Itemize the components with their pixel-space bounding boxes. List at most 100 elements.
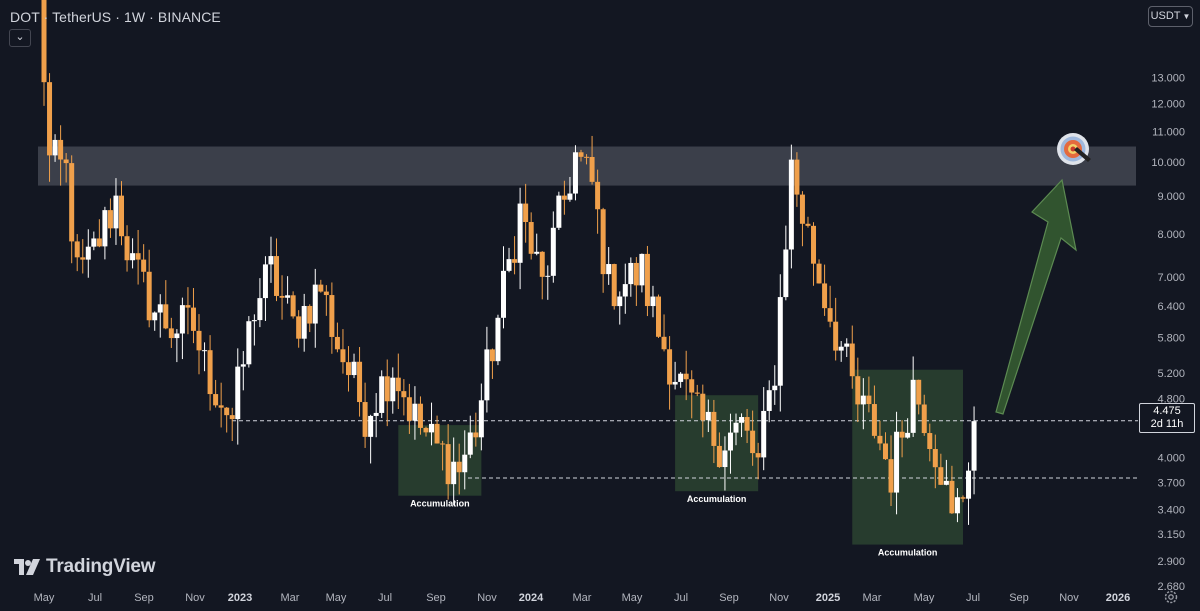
- candle: [74, 241, 80, 258]
- candle: [368, 415, 374, 437]
- candle: [274, 256, 280, 296]
- x-axis-label: Jul: [966, 592, 980, 604]
- projection-arrow: [995, 178, 1077, 415]
- candle: [130, 253, 136, 261]
- y-axis-label: 5.200: [1157, 368, 1185, 380]
- candle: [124, 236, 130, 261]
- candle: [224, 407, 230, 416]
- candle: [157, 304, 163, 313]
- candle: [351, 361, 357, 376]
- tradingview-logo[interactable]: TradingView: [14, 556, 156, 578]
- candle: [96, 238, 102, 247]
- x-axis-label: May: [914, 592, 935, 604]
- candle: [423, 427, 429, 433]
- x-axis-label: Mar: [573, 592, 592, 604]
- candle: [373, 412, 379, 416]
- y-axis-label: 6.400: [1157, 301, 1185, 313]
- last-price-value: 4.475: [1153, 405, 1181, 417]
- candle: [971, 421, 977, 471]
- x-axis-label: Nov: [769, 592, 789, 604]
- x-axis-label: May: [622, 592, 643, 604]
- candle: [705, 411, 711, 421]
- candle: [58, 139, 64, 160]
- candle: [916, 379, 922, 405]
- candle: [146, 271, 152, 321]
- candle: [561, 195, 567, 200]
- candle: [799, 194, 805, 224]
- candle: [855, 376, 861, 405]
- candle: [894, 431, 900, 493]
- candle: [556, 195, 562, 228]
- candle: [822, 283, 828, 309]
- candle: [811, 225, 817, 264]
- candle: [528, 222, 534, 254]
- candle: [484, 349, 490, 401]
- candle: [545, 275, 551, 277]
- candle: [395, 377, 401, 392]
- candle: [495, 317, 501, 362]
- symbol-title[interactable]: DOT · TetherUS · 1W · BINANCE: [10, 9, 221, 25]
- candle: [406, 397, 412, 421]
- candle: [805, 223, 811, 226]
- candle: [251, 320, 257, 322]
- candle: [949, 480, 955, 514]
- candle: [174, 333, 180, 339]
- candle: [733, 422, 739, 433]
- candle: [235, 366, 241, 420]
- bullseye-icon: [1057, 133, 1091, 165]
- candle: [113, 195, 119, 229]
- candle: [63, 159, 69, 164]
- y-axis-label: 3.400: [1157, 505, 1185, 517]
- candle: [700, 393, 706, 421]
- candle: [279, 295, 285, 298]
- candle: [229, 415, 235, 420]
- candle: [644, 253, 650, 307]
- candle: [672, 381, 678, 385]
- candle: [218, 405, 224, 408]
- candle: [882, 443, 888, 460]
- y-axis-label: 12.000: [1151, 98, 1185, 110]
- candle: [119, 195, 125, 237]
- x-axis-label: Jul: [674, 592, 688, 604]
- y-axis-label: 5.800: [1157, 333, 1185, 345]
- collapse-legend-button[interactable]: ⌄: [9, 29, 31, 47]
- candle: [783, 249, 789, 298]
- candle: [927, 433, 933, 450]
- candle: [345, 362, 351, 376]
- candle: [633, 262, 639, 286]
- candle: [290, 295, 296, 317]
- y-axis-label: 4.800: [1157, 394, 1185, 406]
- accumulation-label: Accumulation: [878, 548, 938, 558]
- candle: [600, 209, 606, 275]
- candle: [794, 159, 800, 195]
- candle: [456, 461, 462, 473]
- candle: [240, 364, 246, 367]
- x-axis-label: Sep: [134, 592, 154, 604]
- y-axis-label: 2.680: [1157, 581, 1185, 593]
- gear-icon[interactable]: [1163, 589, 1179, 605]
- candle: [362, 402, 368, 437]
- y-axis-label: 13.000: [1151, 73, 1185, 85]
- candle: [390, 377, 396, 402]
- candle: [866, 395, 872, 405]
- candle: [107, 210, 113, 229]
- y-axis-label: 4.000: [1157, 452, 1185, 464]
- x-axis-label: Nov: [185, 592, 205, 604]
- candle: [102, 210, 108, 247]
- currency-selector[interactable]: USDT ▼: [1148, 6, 1193, 27]
- x-axis-label: Mar: [281, 592, 300, 604]
- candle: [334, 336, 340, 350]
- candle: [777, 297, 783, 386]
- candle: [47, 82, 53, 156]
- candle: [523, 203, 529, 223]
- candle: [871, 404, 877, 436]
- candle: [429, 423, 435, 433]
- accumulation-zone: [675, 395, 759, 492]
- candle: [179, 305, 185, 334]
- candle: [434, 423, 440, 444]
- x-axis-label: 2026: [1106, 592, 1130, 604]
- candle: [412, 403, 418, 421]
- candle: [921, 404, 927, 434]
